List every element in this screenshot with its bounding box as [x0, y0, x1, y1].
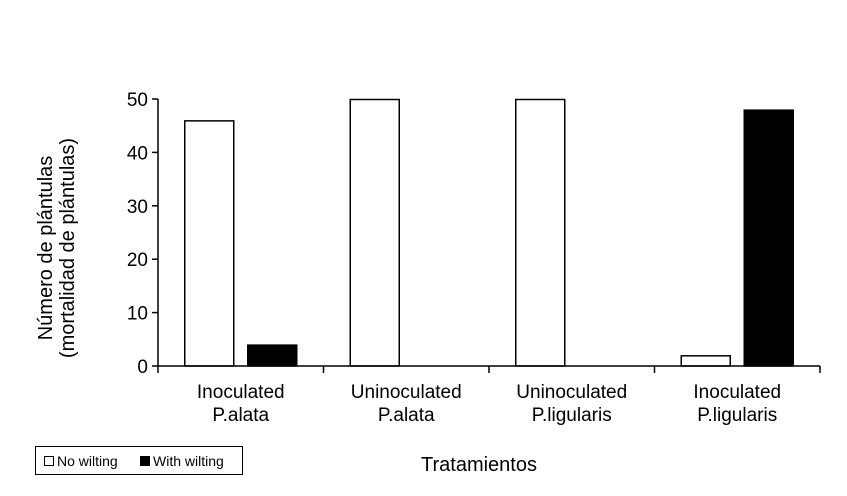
y-tick-label-10: 10: [127, 304, 148, 325]
y-axis-title-line-1: Número de plántulas: [35, 156, 57, 341]
x-category-label-0-line-2: P.alata: [212, 405, 269, 426]
x-category-label-2-line-1: Uninoculated: [516, 382, 627, 403]
x-category-label-1-line-2: P.alata: [378, 405, 435, 426]
bar-no-wilting-1: [349, 98, 400, 367]
axes-layer: 01020304050InoculatedP.alataUninoculated…: [127, 90, 821, 426]
y-tick-label-30: 30: [127, 197, 148, 218]
legend: No wilting With wilting: [35, 446, 243, 475]
bar-no-wilting-2: [515, 98, 566, 367]
x-axis-title: Tratamientos: [421, 454, 537, 476]
bar-no-wilting-3: [680, 355, 731, 367]
x-category-label-3-line-1: Inoculated: [693, 382, 781, 403]
x-category-label-2-line-2: P.ligularis: [532, 405, 612, 426]
y-tick-label-20: 20: [127, 250, 148, 271]
bars-layer: [184, 98, 794, 367]
y-tick-label-50: 50: [127, 90, 148, 111]
y-axis-title: Número de plántulas (mortalidad de plánt…: [35, 138, 79, 358]
y-tick-label-40: 40: [127, 143, 148, 164]
legend-swatch-with-wilting: [140, 456, 150, 466]
y-tick-label-0: 0: [137, 357, 148, 378]
x-category-label-0-line-1: Inoculated: [197, 382, 285, 403]
bar-with-wilting-0: [247, 344, 298, 367]
legend-label-no-wilting: No wilting: [57, 453, 118, 469]
bar-with-wilting-3: [743, 109, 794, 367]
legend-label-with-wilting: With wilting: [153, 453, 224, 469]
legend-frame: [35, 446, 243, 475]
x-category-label-3-line-2: P.ligularis: [697, 405, 777, 426]
legend-swatch-no-wilting: [44, 456, 54, 466]
bar-no-wilting-0: [184, 120, 235, 367]
y-axis-title-line-2: (mortalidad de plántulas): [57, 138, 79, 358]
x-category-label-1-line-1: Uninoculated: [351, 382, 462, 403]
